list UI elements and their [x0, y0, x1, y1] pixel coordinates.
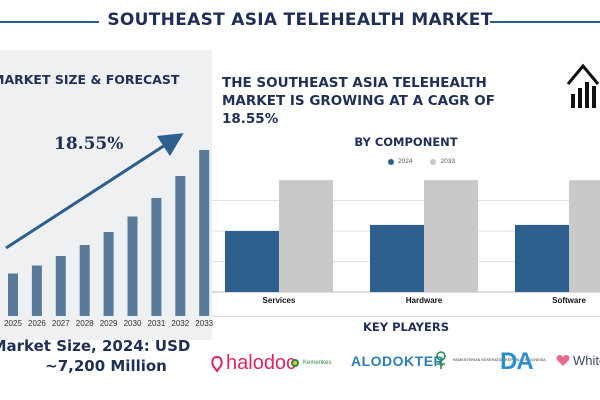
- legend-item-2024: 2024: [388, 158, 412, 165]
- kemenkes-mark-icon: [291, 359, 299, 367]
- category-label-software: Software: [552, 296, 586, 305]
- forecast-bar-2030: [127, 216, 138, 316]
- component-bar-software-2024: [515, 224, 569, 292]
- component-bar-hardware-2033: [424, 180, 478, 292]
- market-size-text: Market Size, 2024: USD ~7,200 Million: [0, 336, 212, 376]
- forecast-bar-2029: [103, 232, 114, 316]
- halodoc-logo: halodoc: [210, 352, 296, 375]
- category-label-services: Services: [262, 296, 296, 305]
- component-chart: [212, 180, 600, 293]
- house-chart-icon: [566, 63, 600, 108]
- kemenkes-text: Kemenkes: [303, 360, 332, 366]
- year-label-2033: 2033: [195, 319, 214, 328]
- component-legend: 2024 2033: [388, 158, 467, 165]
- cagr-label: 18.55%: [54, 134, 124, 154]
- year-label-2025: 2025: [4, 319, 22, 328]
- year-label-2026: 2026: [27, 319, 46, 328]
- ministry-text: KEMENTERIAN KESEHATAN REPUBLIK INDONESIA: [453, 357, 546, 362]
- forecast-bar-2026: [31, 265, 42, 316]
- forecast-bar-2025: [8, 273, 18, 316]
- year-label-2028: 2028: [75, 319, 94, 328]
- white-logo: White: [556, 353, 600, 368]
- component-category-labels: Services Hardware Software: [212, 296, 600, 310]
- year-label-2030: 2030: [123, 319, 142, 328]
- legend-label-2033: 2033: [440, 158, 455, 165]
- forecast-bar-2033: [199, 150, 210, 316]
- da-logo: DA: [500, 348, 534, 375]
- alodokter-logo: ALODOKTER: [351, 353, 445, 369]
- forecast-bar-2031: [151, 198, 162, 316]
- forecast-bar-2032: [175, 176, 186, 316]
- market-size-line1: Market Size, 2024: USD: [0, 337, 191, 355]
- ministry-emblem-icon: [436, 351, 446, 369]
- white-text: White: [573, 353, 600, 368]
- heart-icon: [556, 355, 570, 366]
- cagr-headline: THE SOUTHEAST ASIA TELEHEALTH MARKET IS …: [222, 75, 495, 127]
- kemenkes-ministry-logo: KEMENTERIAN KESEHATAN REPUBLIK INDONESIA: [433, 350, 546, 370]
- title-bar: SOUTHEAST ASIA TELEHEALTH MARKET: [0, 0, 600, 40]
- year-label-2031: 2031: [147, 319, 166, 328]
- title-rule-right: [490, 21, 600, 23]
- kemenkes-logo: Kemenkes: [290, 358, 331, 368]
- category-label-hardware: Hardware: [405, 296, 443, 305]
- forecast-chart: [5, 133, 210, 316]
- legend-item-2033: 2033: [430, 158, 455, 165]
- key-players-divider: [212, 316, 600, 317]
- year-label-2032: 2032: [171, 319, 190, 328]
- year-label-2027: 2027: [51, 319, 70, 328]
- key-players-title: KEY PLAYERS: [363, 320, 449, 334]
- forecast-bar-2028: [79, 245, 90, 316]
- component-bar-services-2024: [225, 231, 279, 292]
- title-rule-left: [0, 21, 110, 23]
- component-bar-software-2033: [569, 180, 600, 292]
- component-bar-services-2033: [279, 180, 333, 292]
- forecast-year-labels: 2025 2026 2027 2028 2029 2030 2031 2032 2033: [0, 319, 214, 333]
- halodoc-mark-icon: [211, 355, 223, 373]
- market-size-line2: ~7,200 Million: [45, 357, 167, 375]
- forecast-bar-2027: [55, 256, 66, 316]
- page-title: SOUTHEAST ASIA TELEHEALTH MARKET: [99, 10, 501, 30]
- year-label-2029: 2029: [99, 319, 118, 328]
- growth-arrow: [5, 133, 184, 250]
- legend-dot-2033: [430, 158, 437, 165]
- component-title: BY COMPONENT: [354, 135, 458, 149]
- legend-label-2024: 2024: [398, 158, 413, 165]
- forecast-title: MARKET SIZE & FORECAST: [0, 72, 180, 87]
- component-bar-hardware-2024: [370, 224, 424, 292]
- halodoc-text: halodoc: [226, 352, 297, 374]
- legend-dot-2024: [388, 158, 394, 165]
